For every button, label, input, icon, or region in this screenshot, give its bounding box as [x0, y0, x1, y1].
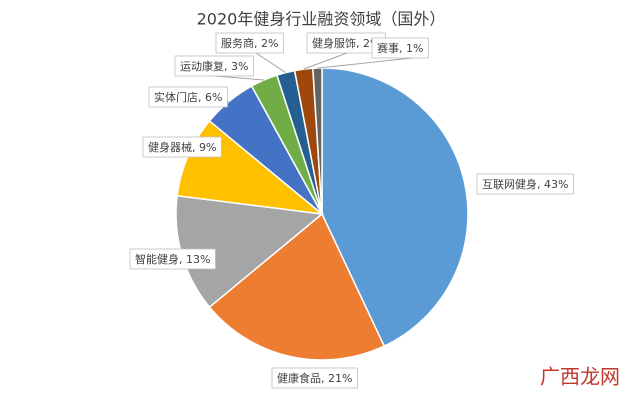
data-label: 互联网健身, 43%: [482, 177, 568, 191]
label-box: [371, 37, 429, 59]
label-box: [271, 367, 358, 389]
data-label: 赛事, 1%: [377, 41, 423, 55]
data-label: 实体门店, 6%: [154, 90, 222, 104]
label-box: [129, 248, 216, 270]
data-label: 健康食品, 21%: [277, 371, 352, 385]
label-box: [174, 55, 254, 77]
pie-slice: [321, 67, 469, 348]
label-box: [476, 173, 574, 195]
data-label: 健身服饰, 2%: [312, 36, 380, 50]
pie-slice: [208, 212, 386, 361]
data-label: 运动康复, 3%: [180, 59, 248, 73]
label-box: [215, 32, 284, 54]
chart-title: 2020年健身行业融资领域（国外）: [197, 10, 446, 29]
data-label: 服务商, 2%: [221, 36, 278, 50]
data-label: 智能健身, 13%: [135, 252, 210, 266]
data-label: 健身器械, 9%: [148, 140, 216, 154]
label-box: [142, 136, 222, 158]
watermark: 广西龙网: [540, 365, 620, 389]
label-box: [148, 86, 228, 108]
